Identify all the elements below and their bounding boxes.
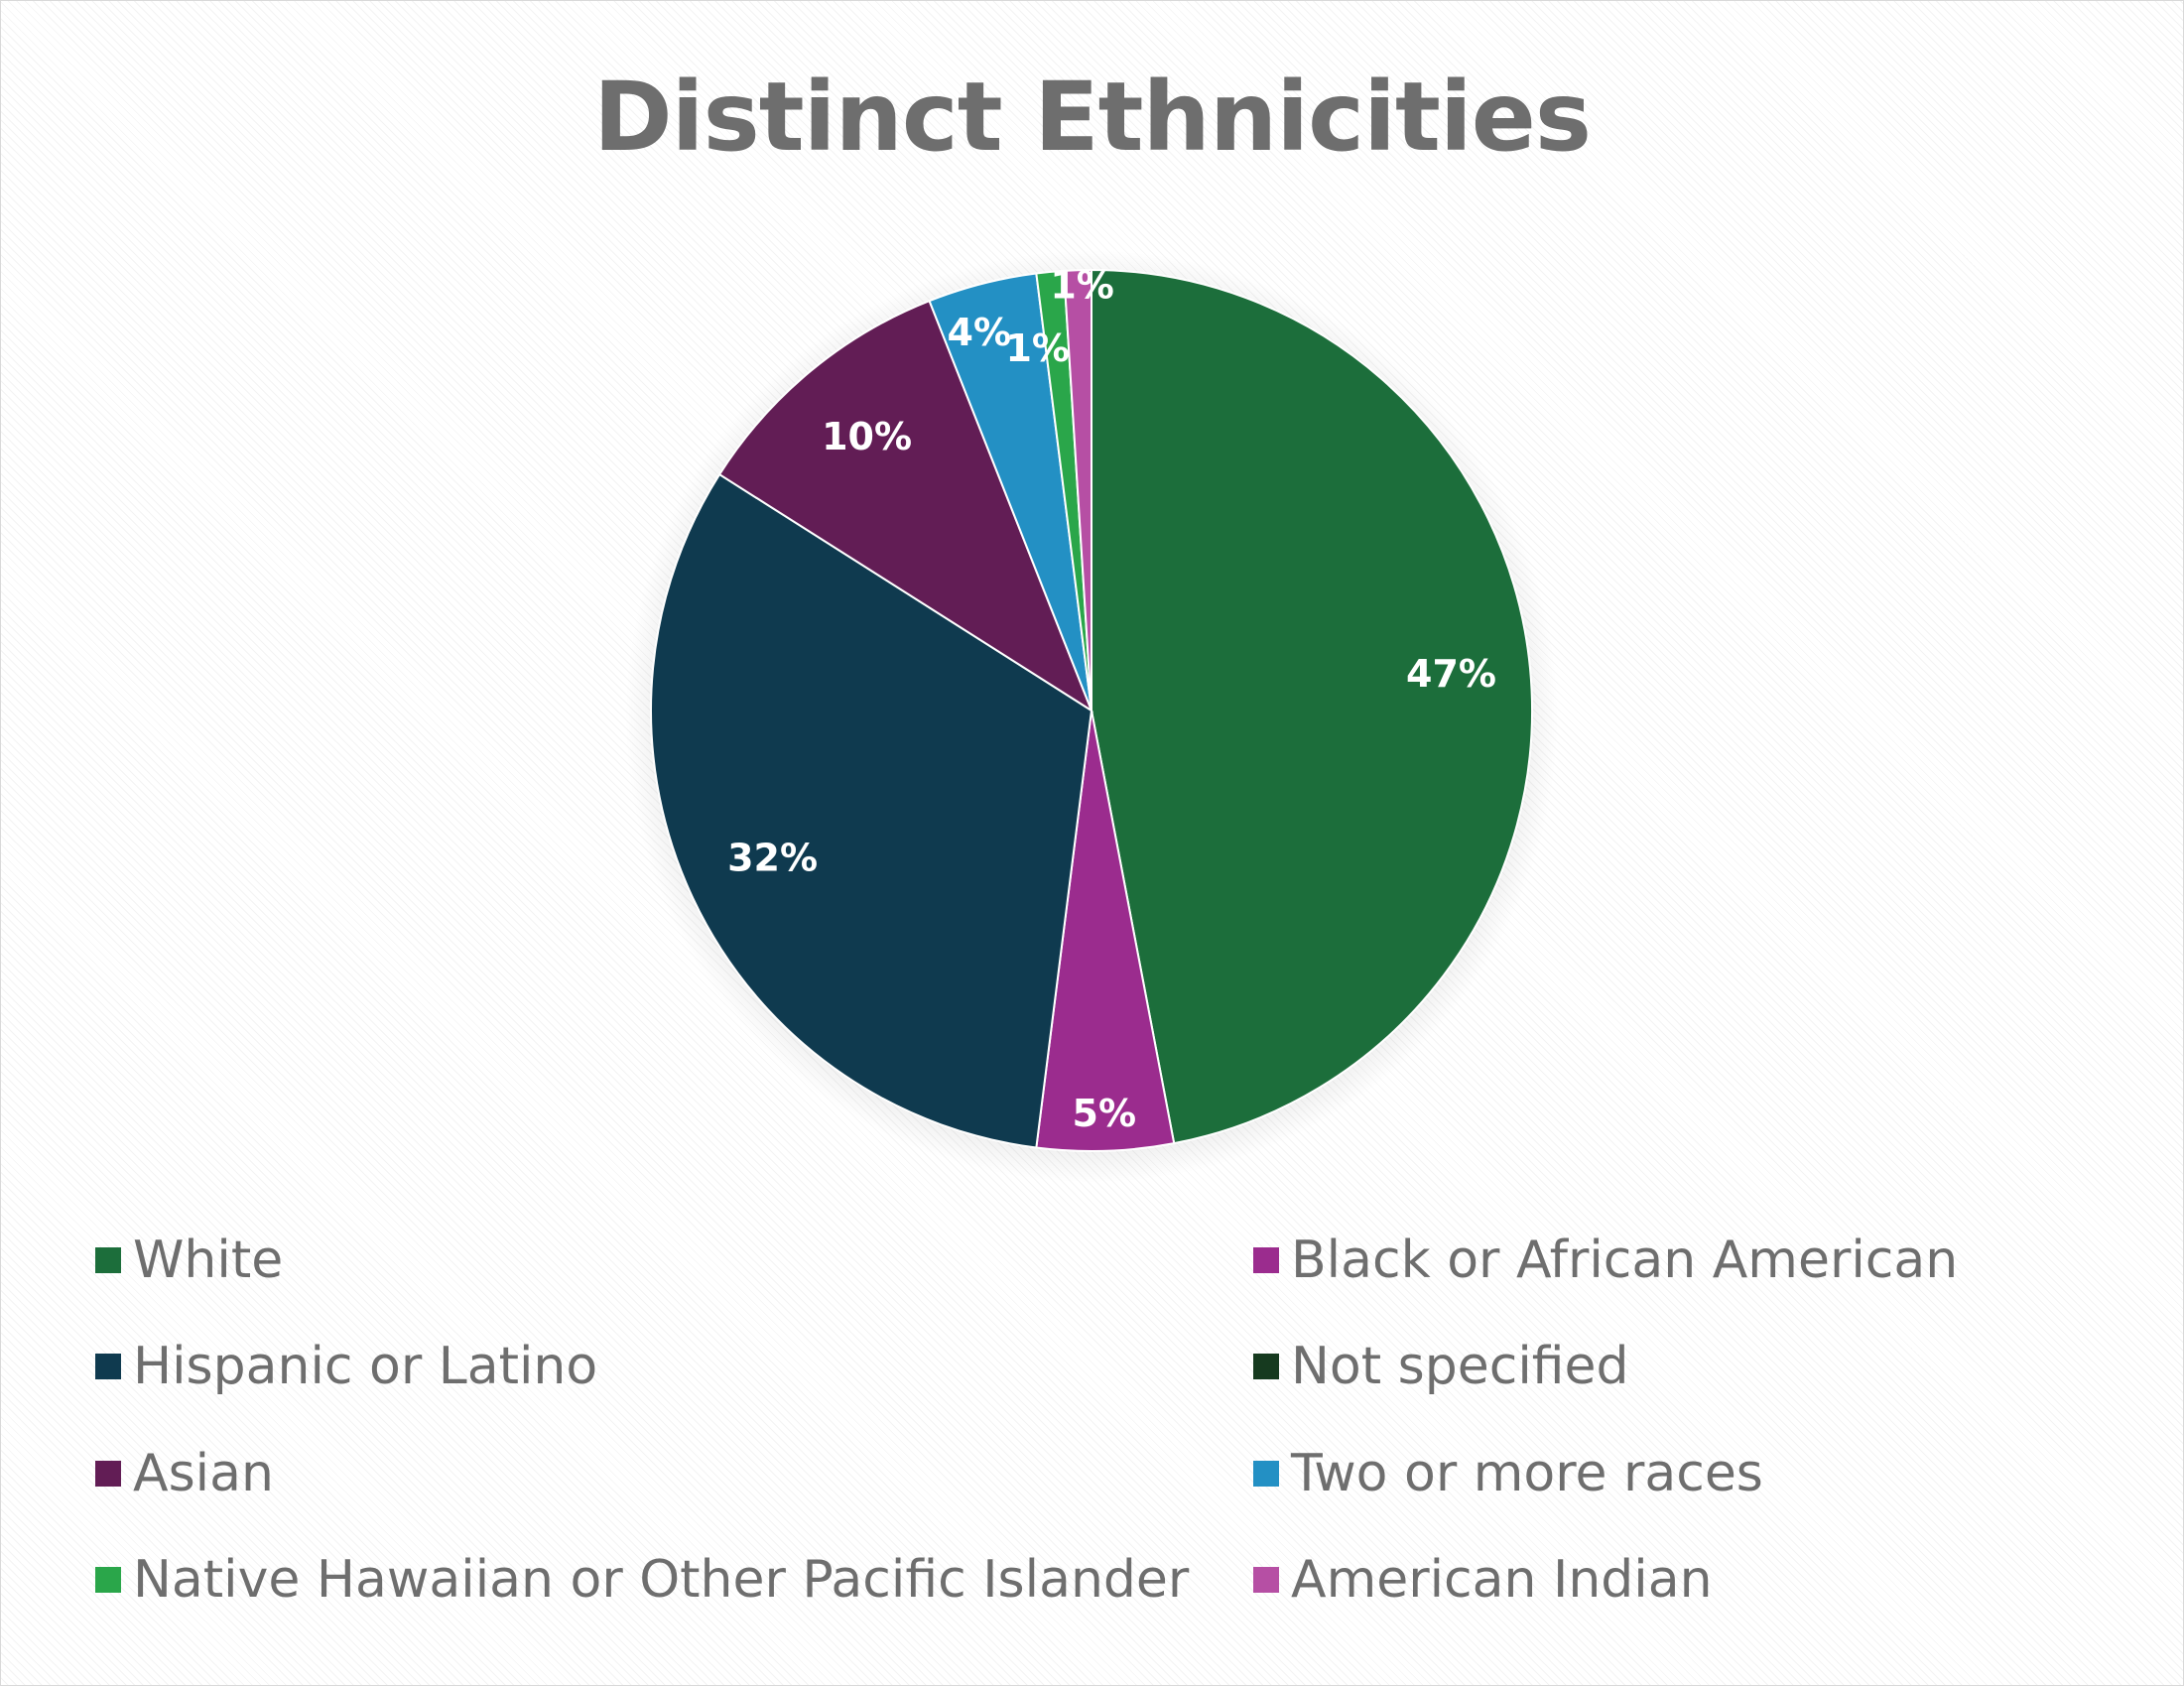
data-label-american-indian: 1% [1050, 264, 1114, 308]
data-label-hispanic-or-latino: 32% [727, 837, 818, 880]
pie-slice-hispanic-or-latino[interactable] [650, 472, 1093, 1149]
legend-swatch [1253, 1247, 1279, 1273]
pie-slice-american-indian[interactable] [1063, 268, 1092, 712]
legend-label: Hispanic or Latino [133, 1337, 598, 1396]
data-label-asian: 10% [822, 415, 912, 458]
legend-item-native-hawaiian-or-other-pacific-islander[interactable]: Native Hawaiian or Other Pacific Islande… [95, 1550, 1189, 1610]
legend-item-black-or-african-american[interactable]: Black or African American [1253, 1231, 1958, 1290]
legend-item-american-indian[interactable]: American Indian [1253, 1550, 1713, 1610]
chart-title: Distinct Ethnicities [592, 62, 1592, 173]
legend-swatch [1253, 1461, 1279, 1487]
legend-item-white[interactable]: White [95, 1231, 283, 1290]
legend-swatch [1253, 1354, 1279, 1379]
data-label-white: 47% [1406, 652, 1496, 696]
legend-label: Not specified [1291, 1337, 1629, 1396]
legend-swatch [95, 1567, 121, 1593]
legend-label: Asian [133, 1444, 274, 1503]
data-label-native-hawaiian-or-other-pacific-islander: 1% [1005, 326, 1070, 370]
legend-swatch [95, 1247, 121, 1273]
data-label-black-or-african-american: 5% [1073, 1092, 1137, 1135]
legend-swatch [95, 1461, 121, 1487]
legend-label: Black or African American [1291, 1231, 1959, 1290]
legend-item-two-or-more-races[interactable]: Two or more races [1253, 1444, 1763, 1503]
legend-label: American Indian [1291, 1550, 1713, 1610]
legend-item-hispanic-or-latino[interactable]: Hispanic or Latino [95, 1337, 597, 1396]
legend-item-asian[interactable]: Asian [95, 1444, 274, 1503]
pie-slice-white[interactable] [1091, 268, 1534, 1145]
legend-swatch [1253, 1567, 1279, 1593]
legend-label: Two or more races [1291, 1444, 1763, 1503]
legend-item-not-specified[interactable]: Not specified [1253, 1337, 1629, 1396]
legend-label: White [133, 1231, 284, 1290]
pie-slice-asian[interactable] [717, 299, 1094, 713]
legend-label: Native Hawaiian or Other Pacific Islande… [133, 1550, 1190, 1610]
legend-swatch [95, 1354, 121, 1379]
data-label-two-or-more-races: 4% [948, 311, 1012, 354]
